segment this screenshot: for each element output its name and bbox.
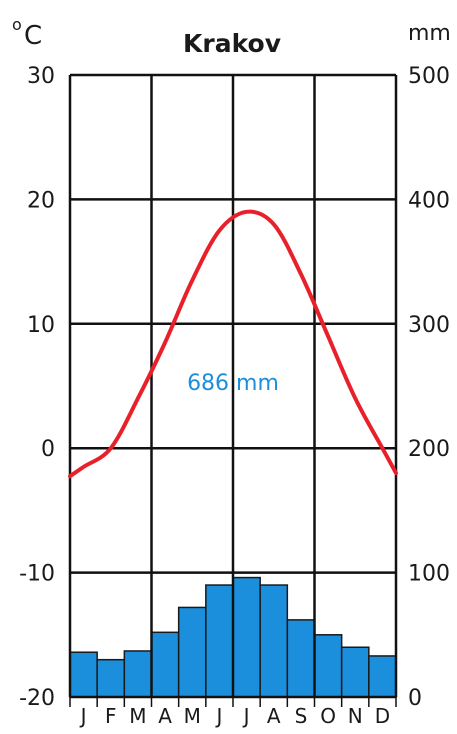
precipitation-tick-label: 400 <box>408 188 450 213</box>
temperature-tick-label: -10 <box>19 562 55 587</box>
precipitation-bar-2 <box>96 658 126 698</box>
precipitation-tick-label: 100 <box>408 562 450 587</box>
chart-title: Krakov <box>183 29 281 58</box>
precipitation-tick-label: 200 <box>408 437 450 462</box>
precipitation-bar-8 <box>259 584 289 698</box>
precipitation-bar-1 <box>69 651 98 698</box>
temperature-unit-label: C <box>24 21 42 51</box>
temperature-tick-label: 20 <box>27 188 55 213</box>
temperature-tick-label: -20 <box>19 686 55 711</box>
precipitation-tick-label: 300 <box>408 313 450 338</box>
temperature-tick-label: 10 <box>27 313 55 338</box>
month-label: S <box>295 704 308 728</box>
precipitation-bar-7 <box>232 576 261 698</box>
month-label: M <box>184 704 201 728</box>
temperature-unit-degree: o <box>12 15 22 34</box>
temperature-axis-ticks: 30 20 10 0 -10 -20 <box>19 64 55 711</box>
precipitation-axis-ticks: 500 400 300 200 100 0 <box>408 64 450 711</box>
month-label: A <box>158 704 172 728</box>
precipitation-bar-5 <box>177 606 207 698</box>
precipitation-tick-label: 500 <box>408 64 450 89</box>
annual-precipitation-label: 686 mm <box>187 371 279 396</box>
temperature-line <box>68 209 398 479</box>
month-label: J <box>214 704 222 728</box>
grid-lines <box>68 73 398 707</box>
month-label: O <box>320 704 336 728</box>
precipitation-bars <box>69 576 397 698</box>
month-label: J <box>242 704 250 728</box>
precipitation-bar-4 <box>150 631 180 698</box>
month-label: A <box>267 704 281 728</box>
precipitation-bar-9 <box>286 619 316 698</box>
temperature-tick-label: 0 <box>41 437 55 462</box>
precipitation-tick-label: 0 <box>408 686 422 711</box>
month-label: N <box>348 704 363 728</box>
month-label: M <box>129 704 146 728</box>
month-label: J <box>79 704 87 728</box>
precipitation-bar-11 <box>340 646 370 698</box>
precipitation-bar-3 <box>123 650 153 698</box>
precipitation-bar-12 <box>368 655 397 698</box>
precipitation-unit-label: mm <box>408 21 451 46</box>
month-label: D <box>375 704 390 728</box>
precipitation-bar-6 <box>205 584 234 698</box>
temperature-tick-label: 30 <box>27 64 55 89</box>
precipitation-bar-10 <box>313 634 343 698</box>
month-label: F <box>105 704 117 728</box>
